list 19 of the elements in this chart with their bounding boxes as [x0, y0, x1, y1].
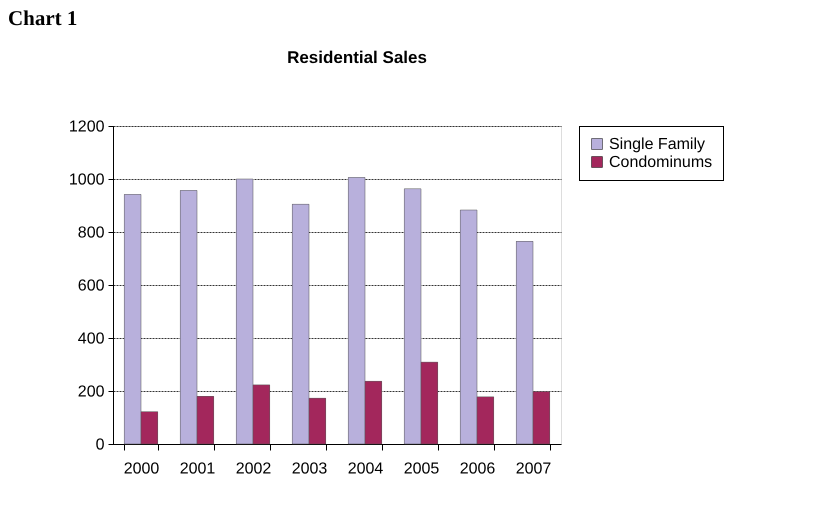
y-tick-label: 1200	[68, 118, 105, 136]
y-tick-label: 200	[78, 384, 105, 400]
y-tick-label: 1000	[68, 172, 105, 188]
y-tick-label: 600	[78, 278, 105, 294]
legend-label: Single Family	[609, 136, 706, 153]
x-tick-label: 2000	[124, 460, 160, 478]
x-tick-label: 2003	[292, 460, 328, 478]
x-tick-label: 2005	[404, 460, 440, 478]
x-tick-label: 2004	[348, 460, 384, 478]
y-tick-label: 400	[78, 330, 105, 348]
chart-title: Residential Sales	[287, 48, 427, 67]
x-tick-label: 2007	[516, 460, 552, 478]
x-tick-label: 2001	[180, 460, 216, 478]
y-tick-label: 0	[96, 436, 105, 454]
y-tick-label: 800	[78, 224, 105, 242]
x-tick-label: 2006	[460, 460, 496, 478]
x-tick-label: 2002	[236, 460, 272, 478]
caption: Chart 1	[8, 6, 78, 30]
legend-label: Condominums	[609, 154, 712, 171]
